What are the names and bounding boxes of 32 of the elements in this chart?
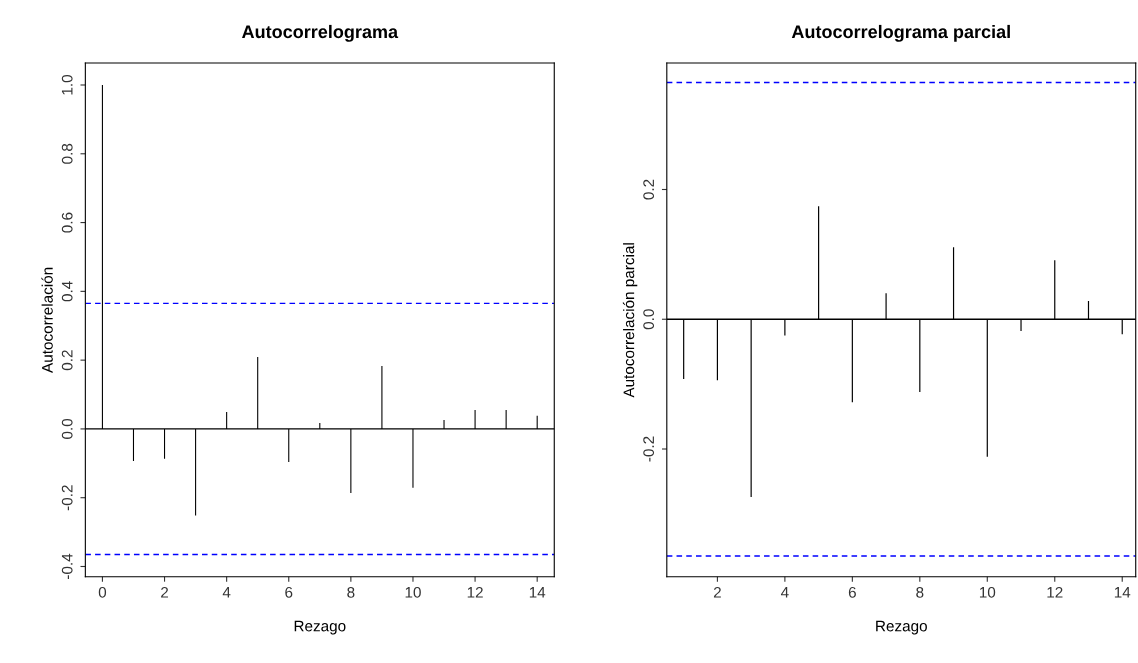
x-tick-label: 10 <box>979 586 996 598</box>
y-tick-label: 0.8 <box>61 143 73 164</box>
x-tick-label: 4 <box>222 587 231 598</box>
y-tick-label: 0.2 <box>61 350 73 371</box>
y-tick-label: 0.0 <box>61 418 73 439</box>
x-tick-label: 2 <box>713 586 721 598</box>
y-tick-label: 0.2 <box>643 179 655 200</box>
y-axis-title: Autocorrelación <box>41 267 53 373</box>
x-tick-label: 6 <box>285 586 293 598</box>
y-tick-label: -0.2 <box>61 485 73 511</box>
x-axis-title: Rezago <box>876 620 927 635</box>
chart-title: Autocorrelograma <box>242 24 399 42</box>
x-tick-label: 6 <box>848 586 856 598</box>
x-tick-label: 4 <box>780 587 789 598</box>
x-tick-label: 0 <box>98 586 107 598</box>
y-tick-label: 0.6 <box>61 212 73 233</box>
x-tick-label: 8 <box>916 586 924 598</box>
x-tick-label: 10 <box>405 586 421 598</box>
x-tick-label: 14 <box>1114 587 1131 598</box>
x-tick-label: 2 <box>161 586 169 598</box>
y-axis-title: Autocorrelación parcial <box>622 243 638 398</box>
x-tick-label: 12 <box>1047 586 1063 598</box>
chart-title: Autocorrelograma parcial <box>791 24 1010 42</box>
y-tick-label: 0.4 <box>61 281 73 302</box>
x-tick-label: 8 <box>347 586 355 598</box>
y-tick-label: -0.4 <box>61 553 73 579</box>
x-tick-label: 12 <box>467 586 483 598</box>
x-axis-title: Rezago <box>294 620 346 635</box>
y-tick-label: -0.2 <box>643 436 655 462</box>
y-tick-label: 1.0 <box>61 74 73 95</box>
y-tick-label: 0.0 <box>643 309 655 330</box>
x-tick-label: 14 <box>529 587 546 598</box>
